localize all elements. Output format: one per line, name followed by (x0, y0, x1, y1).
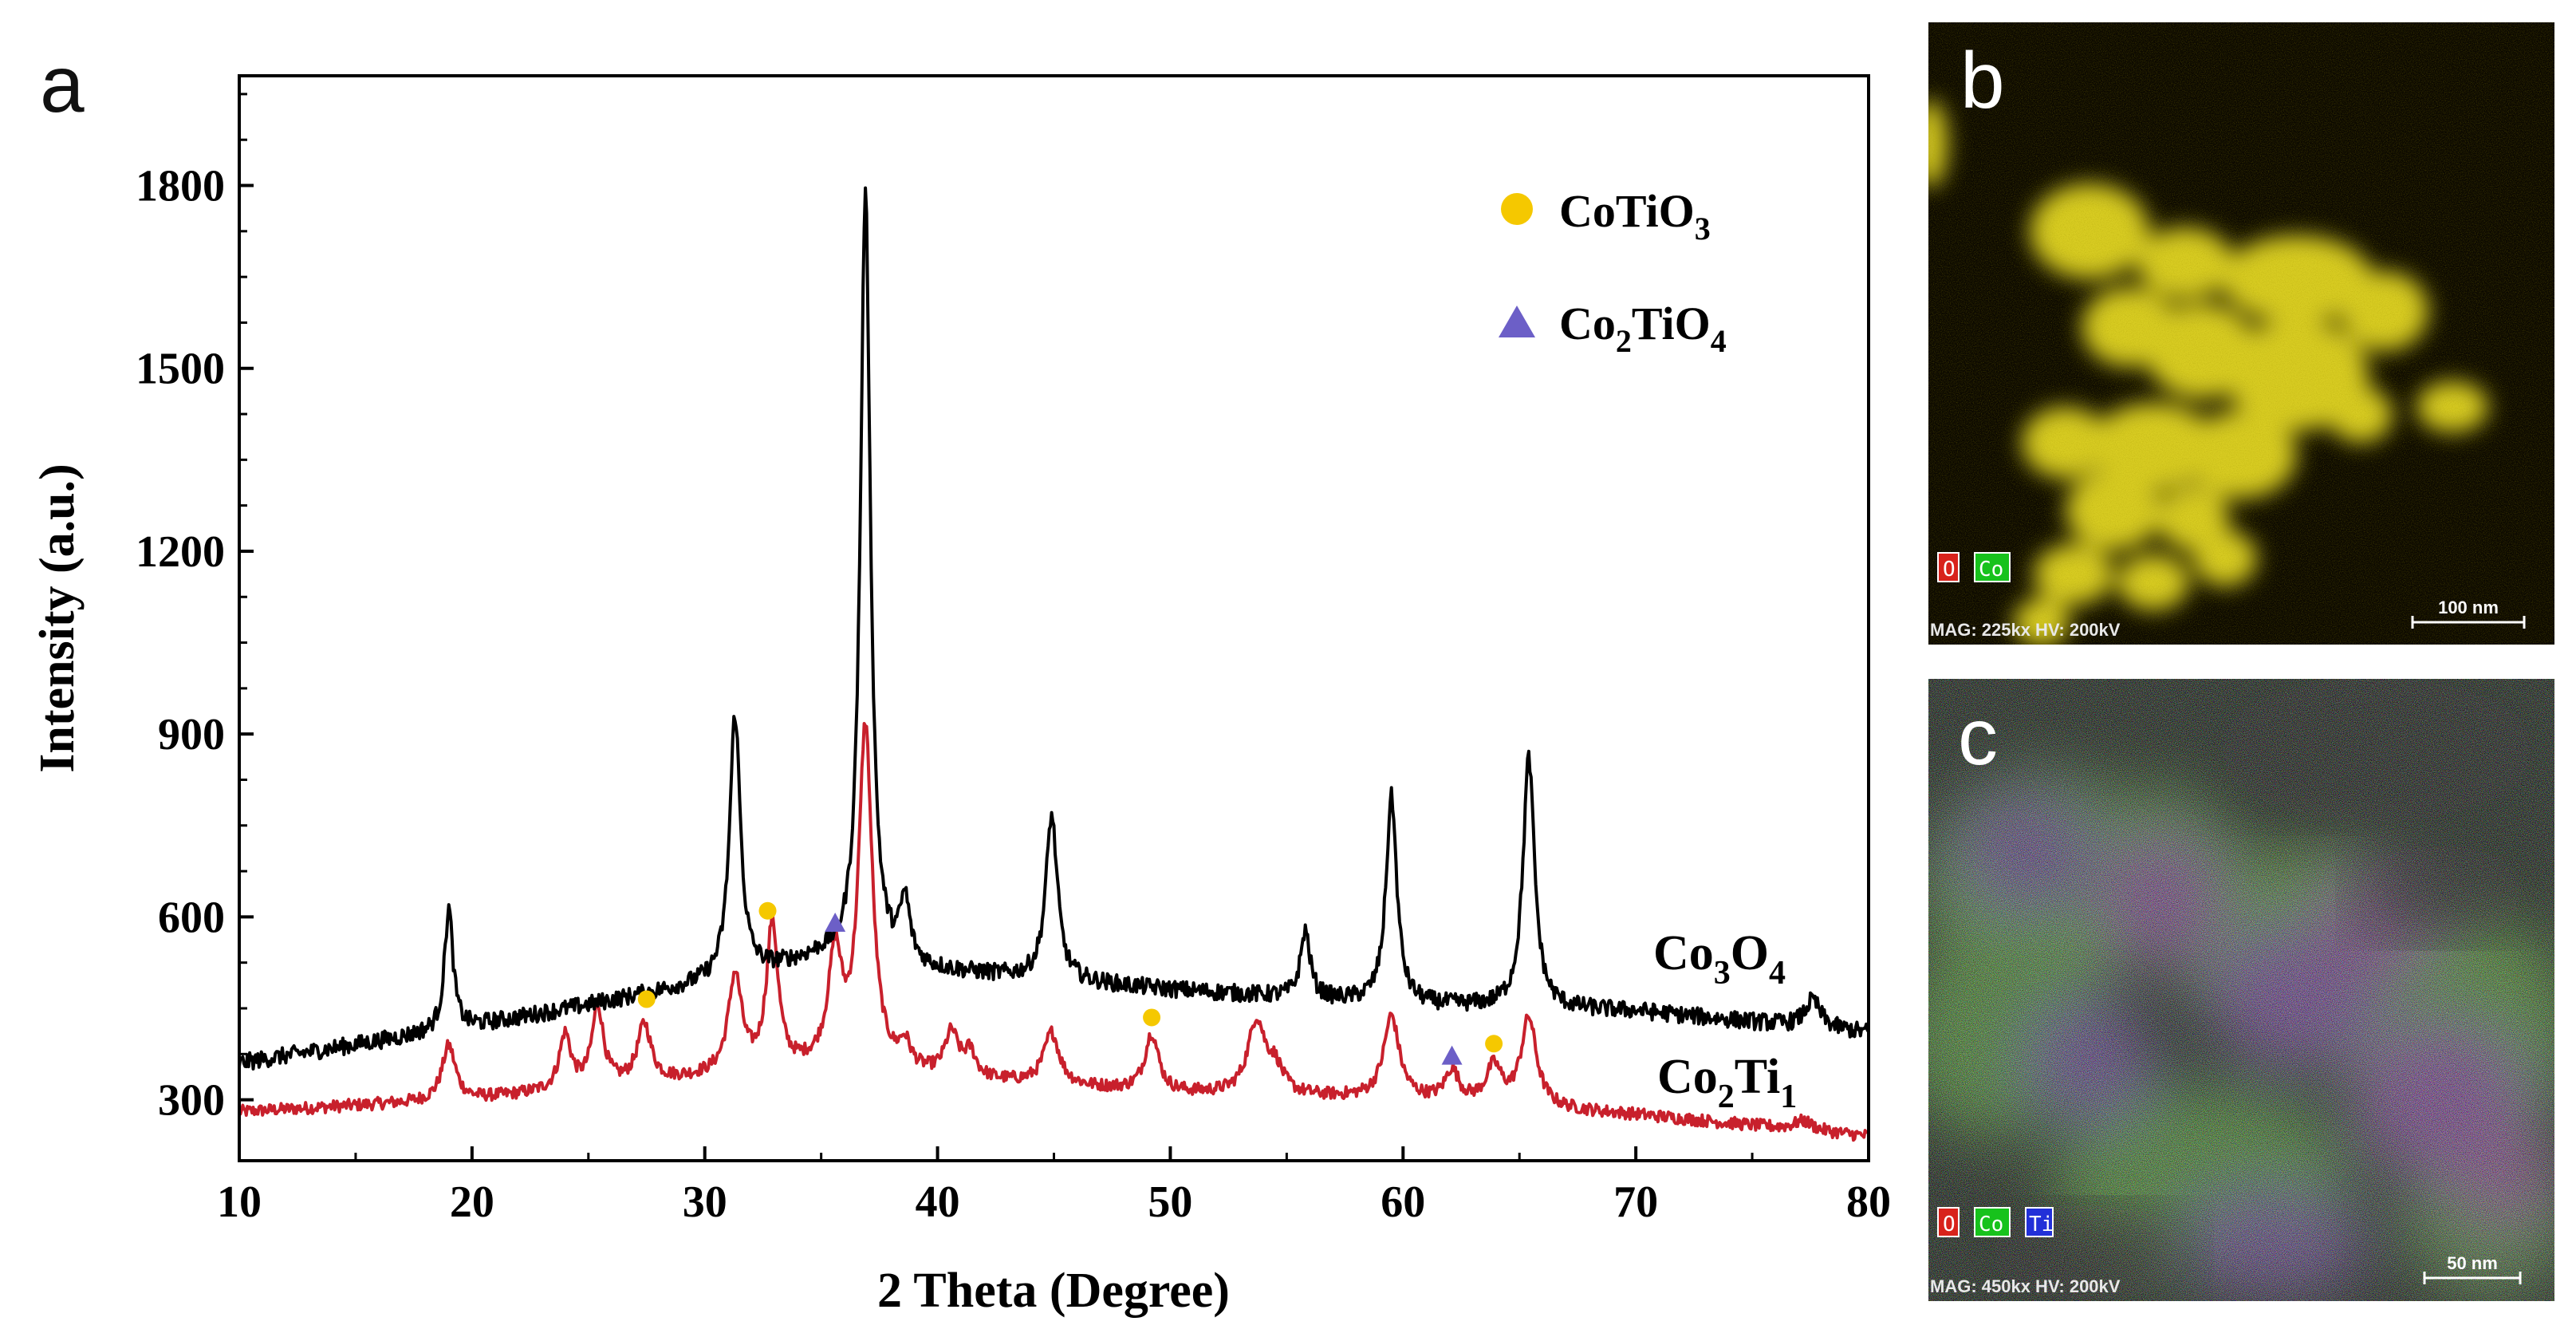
map-c-legend-ti: Ti (2029, 1213, 2054, 1236)
x-axis-title: 2 Theta (Degree) (877, 1264, 1230, 1318)
map-c-legend-o: O (1943, 1213, 1956, 1236)
y-tick-label: 600 (158, 893, 225, 942)
co2tio4-peak-marker (825, 913, 846, 933)
series-label-co2ti1: Co2Ti1 (1657, 1050, 1797, 1115)
map-c-elements (1928, 679, 2554, 1301)
plot-area (239, 186, 1869, 1142)
x-tick-label: 50 (1148, 1177, 1192, 1227)
x-tick-label: 70 (1613, 1177, 1658, 1227)
legend-cotio3-label: CoTiO3 (1559, 185, 1711, 246)
x-tick-label: 10 (217, 1177, 262, 1227)
plot-frame (238, 74, 1870, 1162)
legend-co2tio4-label: Co2TiO4 (1559, 298, 1727, 359)
series-label-co3o4: Co3O4 (1653, 926, 1786, 992)
x-tick-label: 20 (450, 1177, 494, 1227)
svg-text:100 nm: 100 nm (2438, 598, 2499, 617)
svg-text:50 nm: 50 nm (2447, 1253, 2498, 1273)
y-tick-label: 900 (158, 710, 225, 759)
legend-triangle-marker (1499, 306, 1535, 337)
panel-b-label: b (1960, 36, 2005, 125)
x-tick-label: 60 (1381, 1177, 1425, 1227)
cotio3-peak-marker (758, 901, 777, 920)
y-axis: 300 600 900 1200 1500 1800 (136, 93, 254, 1126)
legend: CoTiO3 Co2TiO4 (1499, 185, 1727, 359)
y-tick-label: 1500 (136, 345, 225, 394)
cotio3-peak-marker (1485, 1035, 1503, 1053)
cotio3-peak-marker (1143, 1008, 1161, 1027)
map-b-legend-o: O (1943, 558, 1956, 582)
co2tio4-peak-marker (1441, 1045, 1463, 1065)
map-c-footer: MAG: 450kx HV: 200kV (1930, 1276, 2121, 1296)
series-line-co2ti1 (239, 722, 1869, 1142)
y-tick-label: 300 (158, 1076, 225, 1126)
panel-a-label: a (40, 40, 85, 129)
map-b-legend: O Co (1937, 552, 2011, 582)
map-c-scale-bar: 50 nm (2423, 1253, 2522, 1284)
map-b-scale-bar: 100 nm (2411, 598, 2526, 629)
x-tick-label: 40 (916, 1177, 960, 1227)
x-tick-label: 30 (683, 1177, 727, 1227)
panel-b: b O Co MAG: 225kx HV: 200kV 100 nm (1928, 22, 2554, 645)
map-b-legend-co: Co (1979, 558, 2003, 582)
map-b-footer: MAG: 225kx HV: 200kV (1930, 620, 2121, 640)
map-b-particles (1928, 22, 2554, 645)
x-tick-label: 80 (1846, 1177, 1891, 1227)
panel-c: c O Co Ti MAG: 450kx HV: 200kV 50 nm (1928, 679, 2554, 1301)
map-c-legend: O Co Ti (1937, 1207, 2054, 1237)
x-axis: 10 20 30 40 50 60 70 80 (217, 1146, 1891, 1227)
y-axis-title: Intensity (a.u.) (30, 463, 85, 773)
legend-circle-marker (1501, 193, 1533, 225)
panel-a: a 10 20 30 40 50 60 70 80 300 600 900 1200 1500 1800… (30, 40, 1891, 1318)
map-c-legend-co: Co (1979, 1213, 2003, 1236)
panel-c-label: c (1958, 692, 1998, 782)
cotio3-peak-marker (637, 990, 656, 1008)
series-line-co3o4 (239, 186, 1869, 1071)
y-tick-label: 1800 (136, 162, 225, 211)
y-tick-label: 1200 (136, 527, 225, 577)
